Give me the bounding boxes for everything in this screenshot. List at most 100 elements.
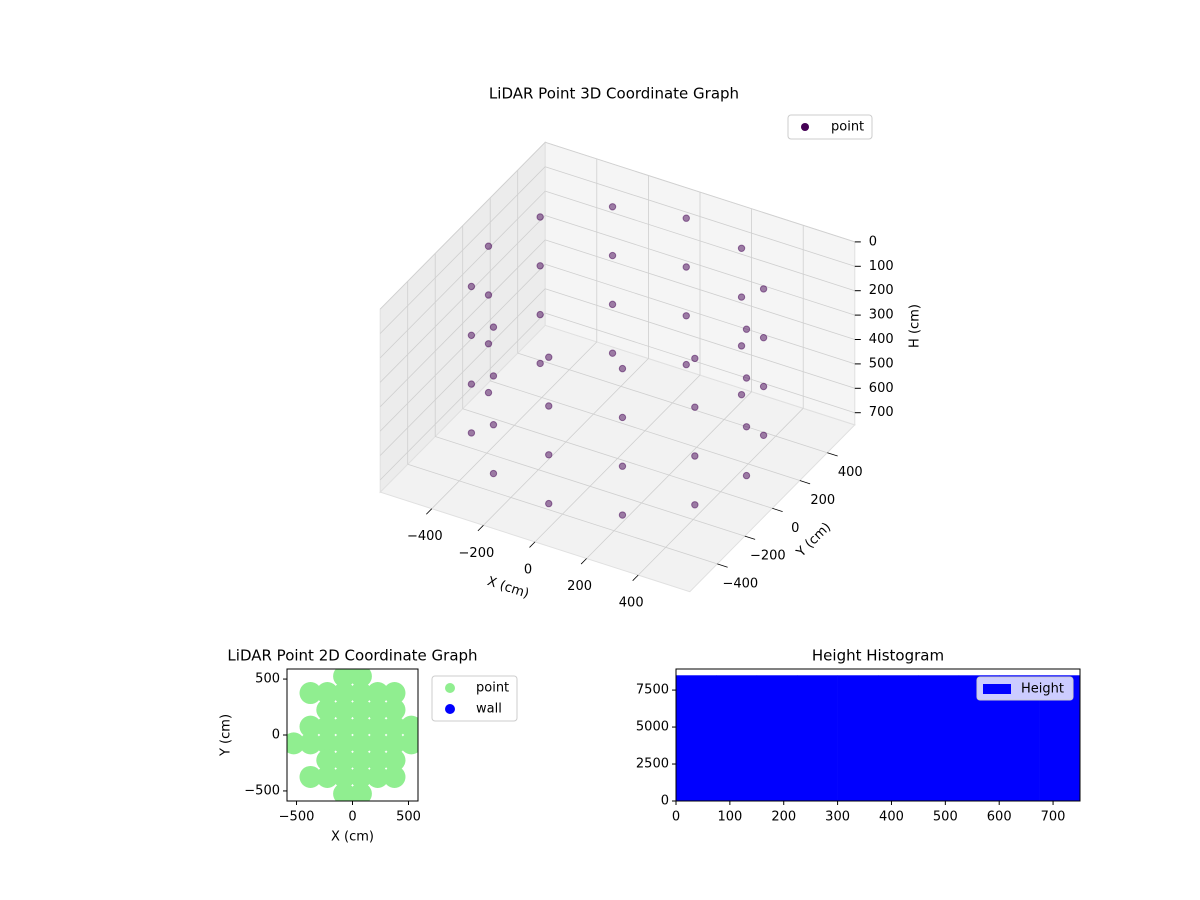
point [682,214,690,222]
x-axis-label: X (cm) [331,830,374,845]
bar [716,675,758,801]
point [366,765,389,788]
point [467,429,476,437]
grid-line [545,312,855,414]
point [349,749,372,772]
grid-line [545,166,855,267]
point [299,682,322,705]
point [316,765,339,788]
point [366,715,389,738]
point [349,732,372,755]
point [618,364,627,373]
point [287,732,305,755]
point [759,333,768,342]
point [742,325,751,333]
point [333,669,356,688]
grid-line [545,215,855,316]
point [737,244,746,252]
point [489,421,498,429]
grid-line [490,380,800,481]
point [400,732,418,755]
x-tick-label: 500 [396,810,421,825]
z-tick-label: 100 [869,259,894,274]
grid-line [379,166,546,334]
grid-line [545,263,855,365]
point [742,423,751,431]
point [484,291,493,299]
grid-line [379,239,546,407]
plot-area [287,669,418,801]
point [608,251,617,260]
grid-line [379,215,546,383]
z-tick-label: 400 [869,332,894,347]
point [467,331,476,340]
z-axis-label: H (cm) [908,304,923,348]
point [691,403,699,411]
point [484,242,493,250]
grid-line [379,190,546,359]
legend-marker [445,704,455,714]
chart-title: Height Histogram [812,647,944,665]
point [349,669,372,688]
grid-line [462,408,773,509]
point [333,732,356,755]
point [536,262,544,270]
tick-mark [827,452,838,457]
bar [878,675,919,801]
point [366,698,389,721]
x-tick-label: −500 [279,810,315,825]
point [759,431,768,439]
point [333,682,356,705]
legend-label: point [831,120,864,135]
y-tick-label: 0 [791,521,799,536]
point [608,203,617,211]
grid-line [435,436,745,537]
point [333,765,356,788]
tick-mark [580,558,587,565]
point [349,698,372,721]
point [333,782,356,801]
point [545,499,553,508]
point [682,312,690,320]
point [536,359,544,368]
point [742,471,751,480]
x-tick-label: 400 [619,596,644,611]
y-tick-label: −500 [244,783,280,798]
z-tick-label: 600 [869,381,894,396]
point [467,282,476,291]
point [759,382,768,391]
y-tick-label: −400 [722,576,758,591]
x-tick-label: 100 [717,810,742,825]
point [299,715,322,738]
bar [676,675,717,801]
point [545,353,553,361]
point [489,469,498,478]
tick-mark [426,508,433,515]
point [316,732,339,755]
tick-mark [529,541,536,548]
point [691,452,699,460]
point [349,715,372,738]
point [316,682,339,705]
grid-line [379,264,546,432]
tick-mark [799,480,811,485]
point [383,715,406,738]
x-tick-label: 600 [987,810,1012,825]
chart-title: LiDAR Point 2D Coordinate Graph [227,647,477,665]
point [333,749,356,772]
bar [797,675,838,801]
legend-marker [983,684,1011,694]
y-tick-label: 0 [661,794,669,809]
point [682,360,690,369]
tick-mark [744,535,756,540]
point [489,372,498,380]
legend-marker [445,683,455,693]
y-tick-label: 400 [838,465,863,480]
tick-mark [477,525,484,532]
point [349,765,372,788]
tick-mark [632,574,639,581]
y-axis-label: Y (cm) [219,714,234,757]
point [316,698,339,721]
point [536,213,544,221]
tick-mark [717,563,728,568]
